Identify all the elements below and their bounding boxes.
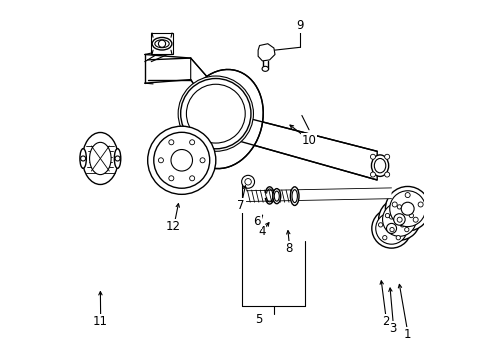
Circle shape [180,78,250,149]
Text: 7: 7 [237,199,244,212]
Text: 8: 8 [285,242,292,255]
Ellipse shape [183,69,263,168]
Circle shape [396,205,401,209]
Circle shape [371,209,410,248]
Circle shape [408,213,413,218]
Circle shape [384,154,389,159]
Circle shape [189,176,194,181]
Circle shape [385,186,429,231]
Polygon shape [237,116,376,180]
Circle shape [405,193,409,198]
Circle shape [186,84,244,143]
Ellipse shape [155,40,169,48]
Polygon shape [246,188,391,202]
Circle shape [147,126,215,194]
Circle shape [378,199,419,240]
Ellipse shape [114,149,121,168]
Text: 6: 6 [253,215,260,228]
Ellipse shape [89,142,111,175]
Circle shape [189,140,194,145]
Circle shape [412,217,417,222]
Circle shape [81,156,85,161]
Ellipse shape [262,66,268,71]
Circle shape [370,154,375,159]
Ellipse shape [373,158,385,173]
Circle shape [158,158,163,163]
Circle shape [404,228,408,232]
Circle shape [382,235,386,240]
Polygon shape [144,54,190,83]
Circle shape [168,140,174,145]
Circle shape [375,213,407,244]
Ellipse shape [158,40,165,47]
Ellipse shape [272,189,280,204]
Ellipse shape [152,37,171,50]
Circle shape [115,156,120,161]
Text: 2: 2 [382,315,389,328]
Text: 11: 11 [93,315,108,328]
Circle shape [389,228,393,232]
Circle shape [153,132,209,188]
Text: 5: 5 [255,313,262,327]
Text: 12: 12 [165,220,181,233]
Circle shape [417,202,422,207]
Circle shape [384,172,389,177]
Circle shape [389,191,425,226]
Circle shape [396,217,401,222]
Polygon shape [150,33,173,54]
Circle shape [244,179,251,185]
Circle shape [395,235,400,240]
Circle shape [168,176,174,181]
Circle shape [370,172,375,177]
Ellipse shape [291,190,297,203]
Ellipse shape [290,187,298,206]
Circle shape [200,158,204,163]
Ellipse shape [80,149,86,168]
Text: 3: 3 [389,322,396,335]
Circle shape [400,223,404,227]
Circle shape [400,202,413,215]
Circle shape [386,224,396,233]
Circle shape [391,202,396,207]
Text: 10: 10 [301,134,316,147]
Circle shape [388,215,393,219]
Polygon shape [190,58,215,101]
Text: 9: 9 [296,19,303,32]
Circle shape [382,203,415,236]
Circle shape [241,175,254,188]
Text: 4: 4 [258,225,265,238]
Circle shape [393,214,405,225]
Ellipse shape [82,132,118,184]
Circle shape [378,223,382,227]
Circle shape [171,149,192,171]
Ellipse shape [371,155,388,176]
Circle shape [385,213,389,218]
Circle shape [178,76,253,151]
Polygon shape [258,44,274,61]
Ellipse shape [274,191,279,201]
Text: 1: 1 [403,328,410,341]
